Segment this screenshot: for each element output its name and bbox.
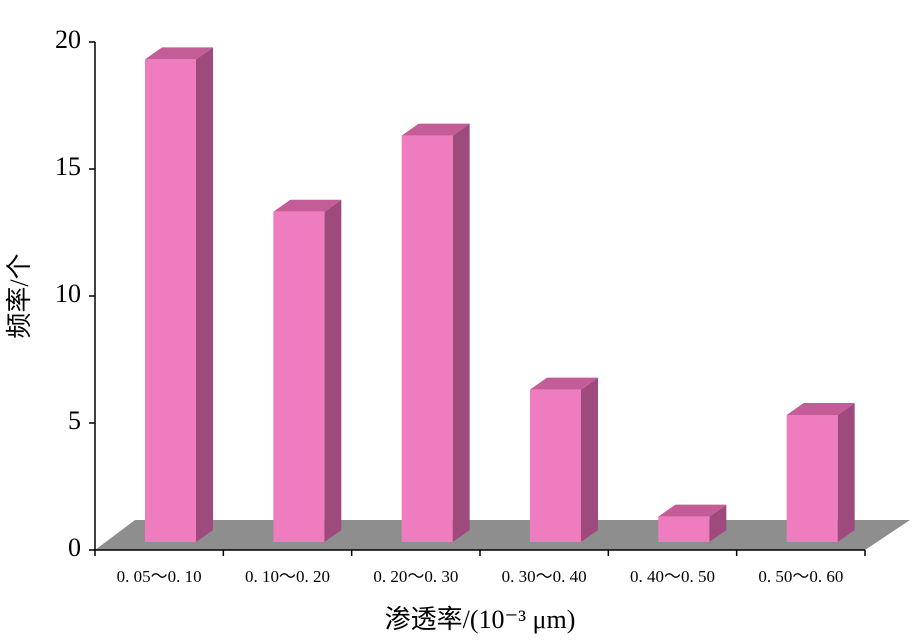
y-tick-label: 0 (68, 533, 81, 562)
bar-top (401, 123, 470, 136)
bar-front (530, 389, 581, 542)
bar-side (452, 123, 470, 542)
bar (401, 123, 470, 542)
y-axis-label: 频率/个 (5, 253, 34, 338)
y-tick-label: 10 (55, 279, 81, 308)
bar-side (324, 199, 342, 543)
y-tick-label: 20 (55, 25, 81, 54)
bar (786, 403, 855, 542)
x-axis-label: 渗透率/(10⁻³ μm) (385, 605, 576, 634)
x-tick-label: 0. 50～0. 60 (758, 567, 843, 586)
bar (658, 504, 727, 542)
bar-side (837, 403, 855, 542)
bar-top (530, 377, 598, 390)
bar-front (145, 59, 196, 543)
x-tick-label: 0. 40～0. 50 (630, 567, 715, 586)
x-tick-label: 0. 30～0. 40 (502, 567, 587, 586)
bar-top (145, 47, 213, 60)
x-tick-label: 0. 10～0. 20 (245, 567, 330, 586)
x-tick-label: 0. 05～0. 10 (117, 567, 202, 586)
bar-top (658, 504, 727, 517)
bar-side (709, 504, 727, 542)
bar-side (196, 47, 213, 543)
bar-top (273, 199, 342, 212)
bar (145, 47, 213, 543)
bar (530, 377, 598, 542)
bar (273, 199, 342, 543)
bar-front (658, 516, 710, 542)
bar-top (786, 403, 855, 415)
bar-front (401, 135, 453, 542)
y-tick-label: 15 (55, 152, 81, 181)
bar-side (581, 377, 598, 542)
y-tick-label: 5 (68, 406, 81, 435)
bar-front (273, 211, 325, 543)
x-tick-label: 0. 20～0. 30 (373, 567, 458, 586)
bar-front (786, 415, 838, 542)
